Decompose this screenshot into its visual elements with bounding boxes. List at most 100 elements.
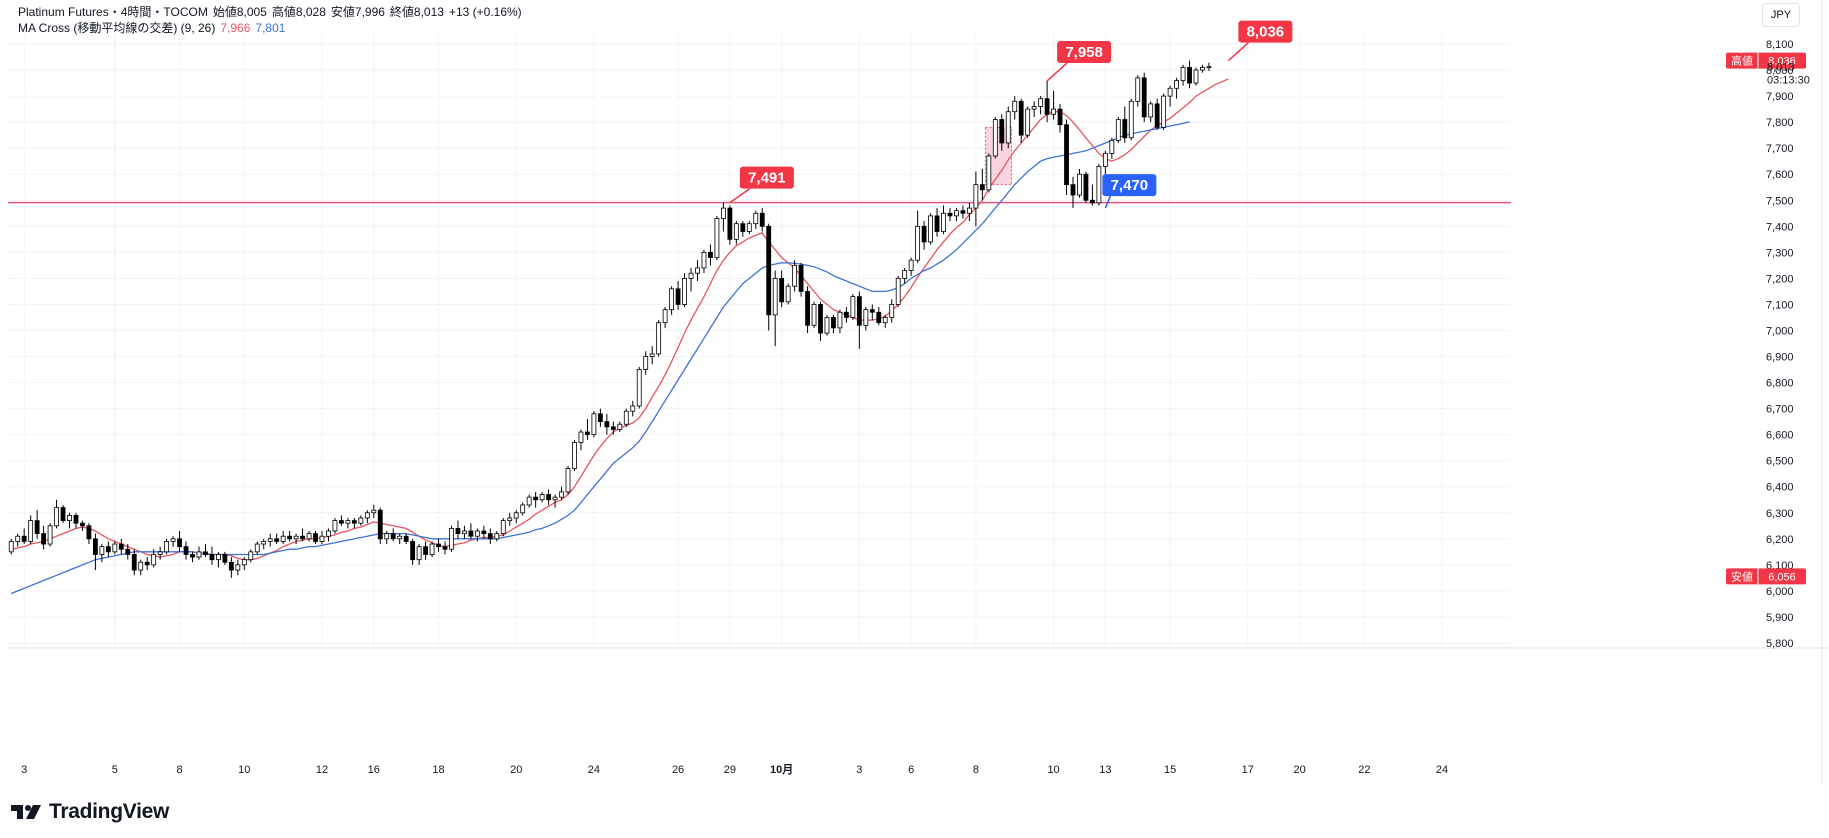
x-tick-label: 29: [724, 764, 736, 776]
candle-body: [54, 507, 59, 527]
tradingview-logo[interactable]: TradingView: [11, 800, 169, 824]
candle: [513, 510, 519, 524]
candle: [371, 504, 377, 518]
candle: [177, 531, 182, 552]
candle: [21, 528, 27, 545]
candle: [358, 515, 364, 526]
candle-body: [701, 251, 707, 269]
candle: [423, 541, 428, 560]
annotation-label: 7,470: [1111, 177, 1149, 194]
candle-body: [636, 369, 642, 407]
candle: [481, 525, 487, 539]
candle-body: [487, 533, 493, 540]
candle: [326, 528, 331, 542]
candle: [1206, 62, 1212, 72]
candle-body: [416, 546, 422, 561]
candle-body: [526, 496, 532, 506]
candle-body: [468, 530, 474, 537]
candle-body: [1096, 166, 1102, 204]
candle-body: [1135, 77, 1141, 102]
candle: [487, 528, 493, 545]
annotation-high: 7,958: [1046, 40, 1112, 82]
candle: [1148, 101, 1154, 123]
candle: [869, 304, 875, 321]
candle-body: [138, 561, 144, 571]
symbol-title[interactable]: Platinum Futures・4時間・TOCOM: [18, 5, 208, 19]
candle-body: [1174, 80, 1179, 89]
candle: [345, 517, 351, 529]
candle-body: [837, 311, 843, 329]
x-tick-label: 20: [510, 764, 522, 776]
candle: [1064, 119, 1069, 196]
x-tick-label: 3: [856, 764, 862, 776]
candle: [332, 517, 338, 534]
candle-body: [345, 520, 351, 524]
high-value: 高値8,028: [271, 5, 326, 19]
candle: [785, 283, 791, 305]
candle: [1012, 96, 1018, 120]
candle: [403, 533, 409, 545]
candle-body: [520, 504, 526, 514]
y-tick-label: 7,800: [1766, 117, 1794, 129]
currency-button[interactable]: JPY: [1762, 3, 1800, 27]
candle: [617, 421, 623, 433]
candle: [125, 544, 131, 560]
y-tick-label: 6,700: [1766, 404, 1794, 416]
candle-body: [15, 535, 21, 542]
candle-body: [649, 353, 655, 357]
candle: [164, 538, 170, 555]
candle: [364, 510, 370, 524]
price-axis-panel: [1511, 0, 1829, 838]
candle-body: [300, 535, 305, 540]
y-tick-label: 6,900: [1766, 352, 1794, 364]
candle-body: [941, 212, 946, 232]
candle-body: [876, 311, 882, 324]
candle-body: [183, 546, 189, 555]
candle-body: [824, 317, 830, 334]
candle: [889, 299, 895, 323]
candle-body: [60, 507, 66, 521]
candle: [1025, 106, 1031, 138]
candle: [1057, 103, 1063, 133]
candle: [824, 314, 830, 336]
indicator-label[interactable]: MA Cross (移動平均線の交差) (9, 26): [18, 21, 216, 35]
candle: [882, 314, 888, 328]
candle: [118, 538, 124, 555]
x-tick-label: 26: [672, 764, 684, 776]
candle-body: [720, 207, 726, 219]
candle: [99, 544, 105, 563]
candle-body: [92, 538, 98, 555]
candle-body: [274, 538, 280, 542]
candle-body: [190, 554, 195, 558]
close-value: 終値8,013: [389, 5, 444, 19]
candle: [47, 523, 53, 547]
candle: [610, 421, 616, 435]
candle: [339, 515, 344, 526]
candle: [843, 307, 849, 323]
candle-body: [785, 285, 791, 303]
candle: [86, 523, 92, 545]
candle: [533, 491, 539, 508]
candle-body: [105, 546, 111, 553]
candle-body: [423, 546, 428, 555]
candle-body: [779, 277, 785, 303]
candle: [15, 533, 21, 547]
candle-body: [267, 538, 273, 542]
candle-body: [449, 528, 454, 550]
candle-body: [99, 546, 105, 555]
candle: [999, 114, 1005, 151]
y-tick-label: 6,300: [1766, 508, 1794, 520]
candle-body: [332, 520, 338, 532]
candle: [818, 301, 823, 341]
candle: [766, 223, 772, 331]
candle: [28, 515, 34, 545]
y-tick-label: 7,000: [1766, 325, 1794, 337]
y-tick-label: 7,100: [1766, 299, 1794, 311]
candle: [565, 465, 571, 495]
candle-body: [397, 535, 403, 540]
open-value: 始値8,005: [212, 5, 267, 19]
candle: [895, 275, 901, 308]
candle: [973, 171, 979, 227]
candle-body: [669, 288, 675, 311]
